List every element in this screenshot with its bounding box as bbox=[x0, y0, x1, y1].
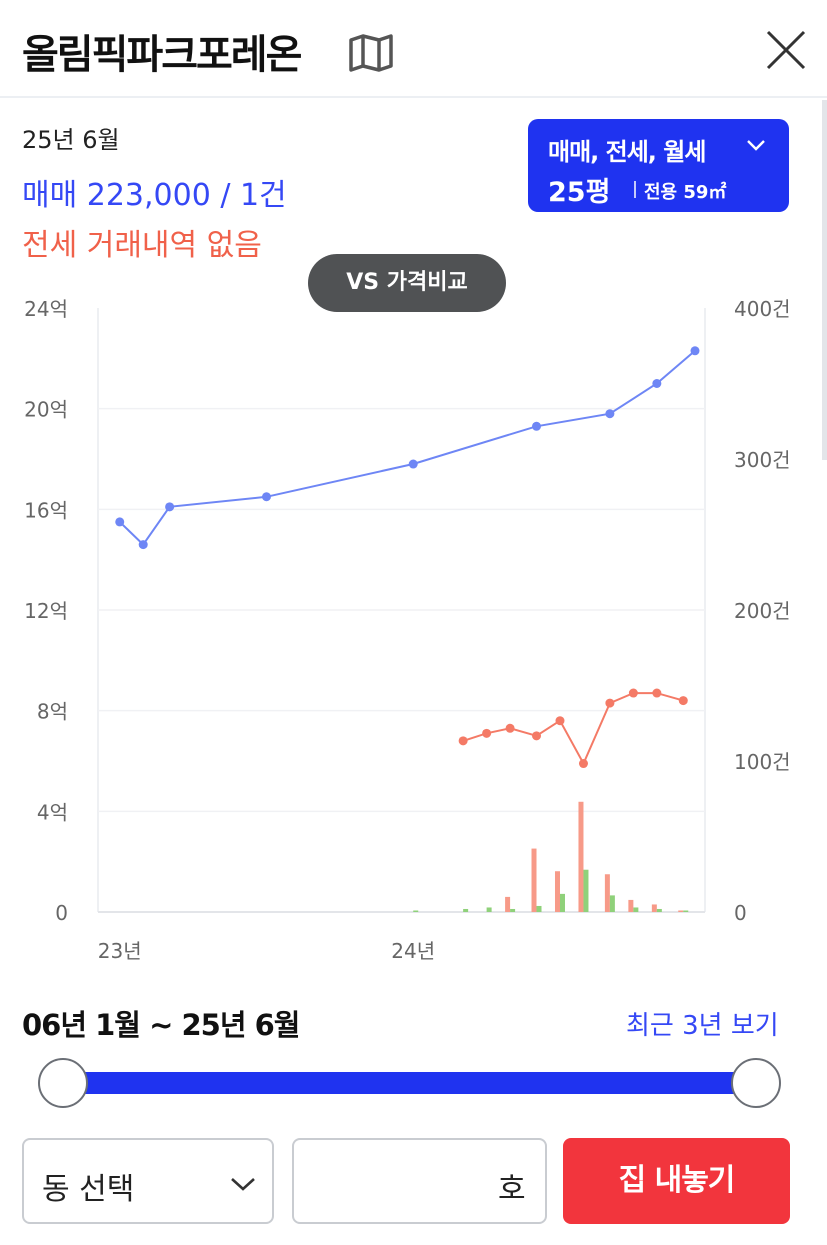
recent-3-years-link[interactable]: 최근 3년 보기 bbox=[626, 1011, 779, 1041]
price-point bbox=[115, 517, 125, 527]
x-axis-tick: 24년 bbox=[391, 939, 435, 963]
header: 올림픽파크포레온 bbox=[0, 0, 827, 98]
volume-bar bbox=[505, 896, 511, 912]
close-icon[interactable] bbox=[762, 26, 810, 74]
price-point bbox=[652, 688, 662, 698]
ho-input[interactable] bbox=[306, 1158, 490, 1206]
price-chart[interactable]: 24억 20억 16억 12억 8억 4억 0 400건 300건 200건 100건 0 23년 24년 bbox=[0, 280, 827, 970]
volume-bar bbox=[413, 910, 419, 912]
price-point bbox=[532, 731, 542, 741]
price-point bbox=[482, 728, 492, 738]
right-axis-tick: 300건 bbox=[734, 448, 791, 472]
left-axis-tick: 12억 bbox=[24, 599, 68, 623]
left-axis-tick: 0 bbox=[55, 901, 68, 925]
volume-bar bbox=[578, 801, 584, 912]
ho-unit-label: 호 bbox=[498, 1172, 526, 1207]
volume-bar bbox=[609, 895, 615, 912]
dong-select-label: 동 선택 bbox=[42, 1172, 135, 1207]
price-compare-button[interactable]: VS 가격비교 bbox=[308, 254, 506, 312]
volume-bar bbox=[531, 848, 537, 912]
price-point bbox=[690, 346, 700, 356]
slider-end-handle[interactable] bbox=[731, 1058, 781, 1108]
volume-bar bbox=[554, 871, 560, 912]
period-label: 06년 1월 ~ 25년 6월 bbox=[22, 1008, 300, 1042]
price-point bbox=[458, 736, 468, 746]
price-point bbox=[628, 688, 638, 698]
size-label: 25평 bbox=[548, 177, 611, 208]
sale-summary: 매매 223,000 / 1건 bbox=[22, 178, 287, 213]
right-axis-tick: 0 bbox=[734, 901, 747, 925]
volume-bar bbox=[628, 899, 634, 912]
period-slider-track[interactable] bbox=[62, 1072, 755, 1094]
price-point bbox=[532, 421, 542, 431]
left-axis-tick: 20억 bbox=[24, 398, 68, 422]
volume-bar bbox=[604, 874, 610, 912]
volume-bar bbox=[683, 910, 689, 912]
volume-bar bbox=[486, 907, 492, 912]
area-label: 전용 59㎡ bbox=[644, 182, 727, 203]
price-point bbox=[165, 502, 175, 512]
volume-bar bbox=[559, 893, 565, 912]
dong-select[interactable]: 동 선택 bbox=[22, 1138, 274, 1224]
price-point bbox=[678, 696, 688, 706]
jeonse-summary: 전세 거래내역 없음 bbox=[22, 228, 262, 263]
divider bbox=[634, 181, 636, 198]
left-axis-tick: 16억 bbox=[24, 498, 68, 522]
left-axis-tick: 24억 bbox=[24, 297, 68, 321]
slider-start-handle[interactable] bbox=[38, 1058, 88, 1108]
list-house-button[interactable]: 집 내놓기 bbox=[563, 1138, 790, 1224]
trade-filter-button[interactable]: 매매, 전세, 월세 25평 전용 59㎡ bbox=[528, 119, 789, 212]
ho-input-field[interactable]: 호 bbox=[292, 1138, 547, 1224]
left-axis-tick: 8억 bbox=[37, 700, 68, 724]
price-point bbox=[605, 698, 615, 708]
volume-bar bbox=[678, 910, 684, 912]
selected-date: 25년 6월 bbox=[22, 126, 120, 154]
volume-bar bbox=[656, 908, 662, 912]
price-point bbox=[408, 459, 418, 469]
price-point bbox=[578, 759, 588, 769]
price-point bbox=[605, 409, 615, 419]
page-title: 올림픽파크포레온 bbox=[22, 32, 302, 78]
price-point bbox=[505, 723, 515, 733]
price-point bbox=[261, 492, 271, 502]
volume-bar bbox=[463, 908, 469, 912]
chevron-down-icon bbox=[231, 1178, 255, 1191]
right-axis-tick: 100건 bbox=[734, 750, 791, 774]
price-point bbox=[652, 379, 662, 388]
left-axis-tick: 4억 bbox=[37, 800, 68, 824]
map-icon[interactable] bbox=[348, 34, 394, 72]
price-line bbox=[119, 350, 696, 547]
right-axis-tick: 400건 bbox=[734, 297, 791, 321]
volume-bar bbox=[651, 904, 657, 912]
scrollbar[interactable] bbox=[822, 100, 827, 460]
right-axis-tick: 200건 bbox=[734, 599, 791, 623]
chevron-down-icon bbox=[747, 140, 765, 151]
trade-types-label: 매매, 전세, 월세 bbox=[548, 138, 706, 166]
x-axis-tick: 23년 bbox=[98, 939, 142, 963]
volume-bar bbox=[510, 908, 516, 912]
volume-bar bbox=[536, 905, 542, 912]
price-point bbox=[555, 716, 565, 726]
volume-bar bbox=[583, 869, 589, 912]
volume-bar bbox=[633, 907, 639, 912]
price-point bbox=[138, 540, 148, 550]
price-line bbox=[462, 692, 684, 766]
